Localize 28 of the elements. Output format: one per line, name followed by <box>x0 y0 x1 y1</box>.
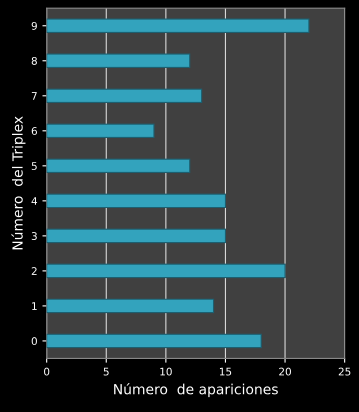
y-tick-label: 2 <box>32 267 37 275</box>
bar <box>46 88 202 103</box>
x-tick-label: 5 <box>104 368 109 376</box>
y-tick-label: 0 <box>32 337 37 346</box>
x-axis-title: Número de apariciones <box>114 383 278 398</box>
x-tick-label: 0 <box>44 368 50 376</box>
y-tick-label: 4 <box>32 197 38 205</box>
x-tick-label: 20 <box>279 368 291 376</box>
bar <box>46 298 214 314</box>
x-tick-label: 15 <box>220 368 232 376</box>
y-tick-label: 7 <box>32 92 37 100</box>
y-tick-label: 1 <box>32 302 37 310</box>
y-tick-label: 3 <box>32 232 37 240</box>
bar <box>46 124 154 138</box>
bar <box>46 54 190 68</box>
bar <box>46 334 262 348</box>
bar <box>46 264 286 278</box>
bar <box>46 18 310 33</box>
y-tick-label: 6 <box>32 127 37 135</box>
bar <box>46 158 190 174</box>
x-tick-label: 10 <box>160 368 172 376</box>
bar <box>46 194 226 208</box>
x-tick-label: 25 <box>338 368 350 376</box>
y-tick-label: 9 <box>32 22 37 30</box>
y-axis-title: Número del Triplex <box>11 116 26 250</box>
bar <box>46 228 226 244</box>
y-tick-label: 8 <box>32 56 37 65</box>
y-tick-label: 5 <box>32 162 37 170</box>
